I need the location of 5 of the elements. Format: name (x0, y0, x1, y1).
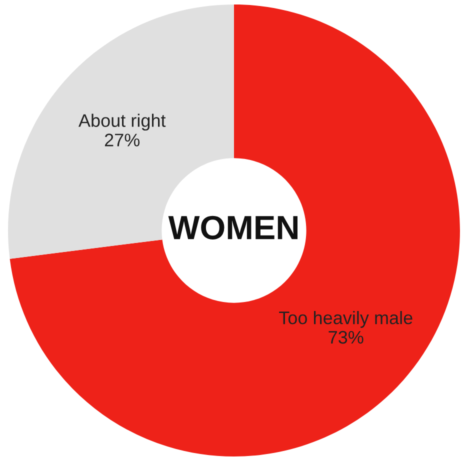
slice-label: About right (78, 114, 166, 131)
data-label: 27% (104, 134, 140, 146)
text: WOMEN (168, 216, 298, 240)
data-label: 73% (328, 330, 364, 344)
slice-label: Too heavily male (279, 310, 412, 328)
